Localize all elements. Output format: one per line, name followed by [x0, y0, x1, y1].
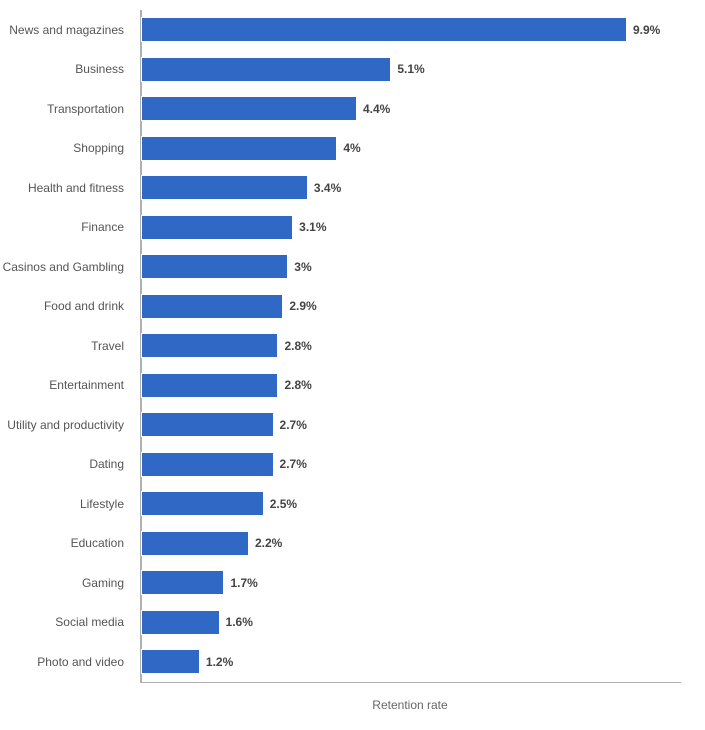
bar — [141, 570, 224, 595]
bar — [141, 333, 278, 358]
bar — [141, 491, 264, 516]
category-label: Shopping — [0, 129, 132, 169]
category-label: News and magazines — [0, 10, 132, 50]
bar — [141, 412, 274, 437]
category-label: Food and drink — [0, 287, 132, 327]
bar — [141, 175, 308, 200]
chart-row: Casinos and Gambling 3% — [0, 247, 705, 287]
chart-row: News and magazines 9.9% — [0, 10, 705, 50]
chart-row: Travel 2.8% — [0, 326, 705, 366]
category-label: Dating — [0, 445, 132, 485]
chart-row: Social media 1.6% — [0, 603, 705, 643]
bar — [141, 373, 278, 398]
category-label: Lifestyle — [0, 484, 132, 524]
value-label: 4% — [337, 129, 360, 169]
value-label: 9.9% — [627, 10, 660, 50]
value-label: 1.7% — [224, 563, 257, 603]
value-label: 2.9% — [283, 287, 316, 327]
value-label: 5.1% — [391, 50, 424, 90]
category-label: Social media — [0, 603, 132, 643]
category-label: Business — [0, 50, 132, 90]
chart-row: Gaming 1.7% — [0, 563, 705, 603]
bar — [141, 215, 293, 240]
category-label: Entertainment — [0, 366, 132, 406]
chart-row: Utility and productivity 2.7% — [0, 405, 705, 445]
chart-row: Shopping 4% — [0, 129, 705, 169]
value-label: 3.4% — [308, 168, 341, 208]
bar — [141, 254, 288, 279]
chart-row: Lifestyle 2.5% — [0, 484, 705, 524]
bar — [141, 531, 249, 556]
chart-row: Photo and video 1.2% — [0, 642, 705, 682]
bar — [141, 136, 337, 161]
value-label: 2.5% — [264, 484, 297, 524]
category-label: Travel — [0, 326, 132, 366]
bar — [141, 96, 357, 121]
chart-row: Entertainment 2.8% — [0, 366, 705, 406]
bar — [141, 17, 627, 42]
bar — [141, 649, 200, 674]
x-axis-title: Retention rate — [140, 698, 680, 712]
category-label: Transportation — [0, 89, 132, 129]
chart-row: Food and drink 2.9% — [0, 287, 705, 327]
bar — [141, 610, 220, 635]
bar — [141, 452, 274, 477]
value-label: 1.2% — [200, 642, 233, 682]
chart-row: Finance 3.1% — [0, 208, 705, 248]
value-label: 3% — [288, 247, 311, 287]
chart-row: Transportation 4.4% — [0, 89, 705, 129]
value-label: 2.7% — [274, 405, 307, 445]
category-label: Utility and productivity — [0, 405, 132, 445]
category-label: Health and fitness — [0, 168, 132, 208]
chart-row: Health and fitness 3.4% — [0, 168, 705, 208]
value-label: 4.4% — [357, 89, 390, 129]
chart-row: Dating 2.7% — [0, 445, 705, 485]
chart-row: Education 2.2% — [0, 524, 705, 564]
category-label: Finance — [0, 208, 132, 248]
category-label: Education — [0, 524, 132, 564]
bar — [141, 294, 283, 319]
category-label: Photo and video — [0, 642, 132, 682]
value-label: 2.8% — [278, 366, 311, 406]
value-label: 3.1% — [293, 208, 326, 248]
bar — [141, 57, 391, 82]
category-label: Casinos and Gambling — [0, 247, 132, 287]
value-label: 1.6% — [220, 603, 253, 643]
category-label: Gaming — [0, 563, 132, 603]
retention-chart: News and magazines9.9%Business5.1%Transp… — [0, 0, 705, 730]
value-label: 2.7% — [274, 445, 307, 485]
chart-row: Business 5.1% — [0, 50, 705, 90]
value-label: 2.2% — [249, 524, 282, 564]
value-label: 2.8% — [278, 326, 311, 366]
